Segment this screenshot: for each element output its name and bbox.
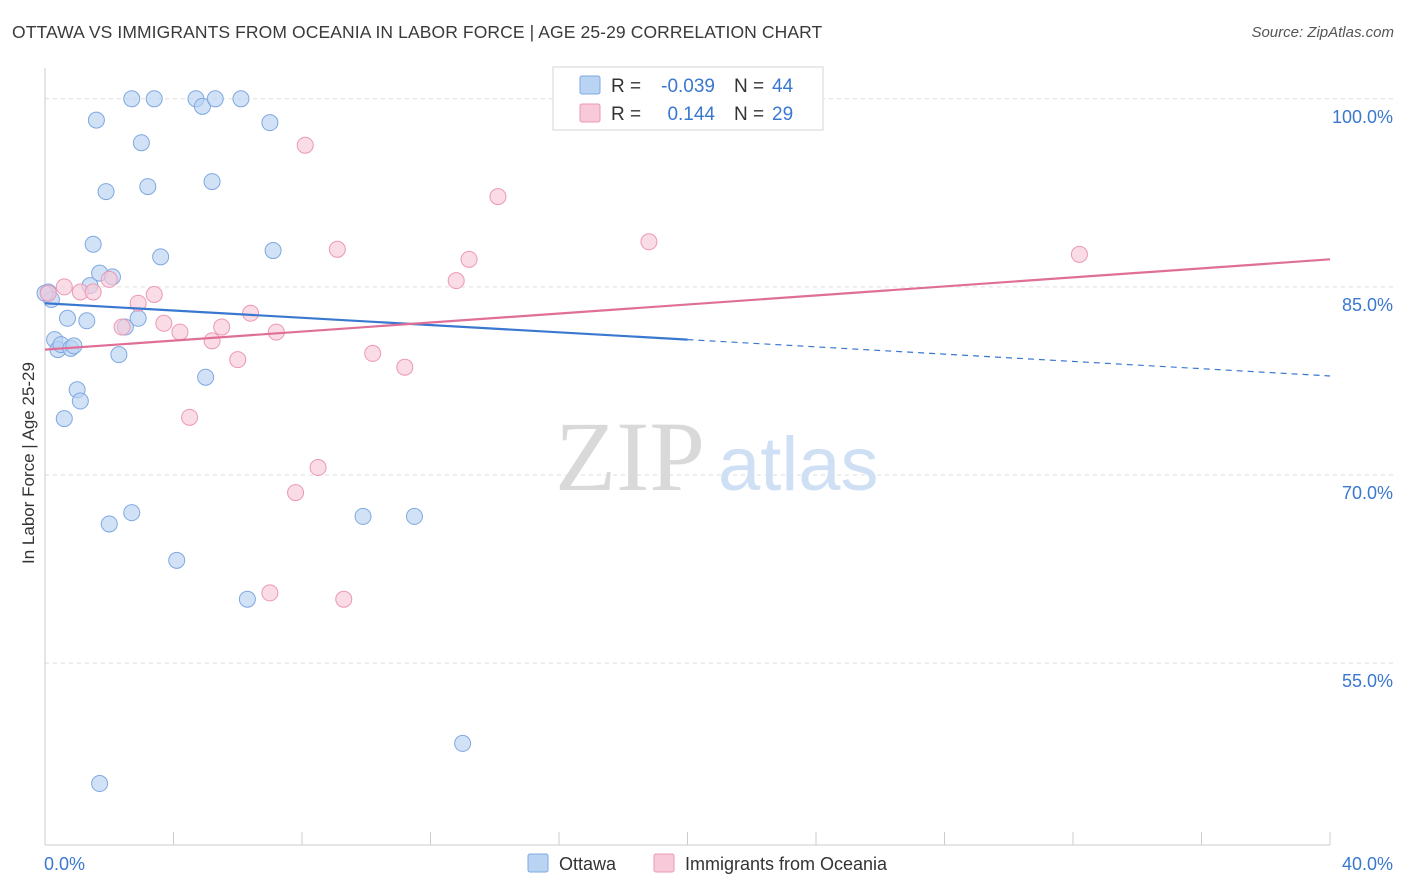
ottawa-point xyxy=(193,97,211,115)
oceania-point xyxy=(640,233,658,251)
oceania-point xyxy=(460,250,478,268)
oceania-point xyxy=(261,584,279,602)
ottawa-point xyxy=(97,183,115,201)
oceania-point xyxy=(100,270,118,288)
ottawa-point xyxy=(123,504,141,522)
ottawa-point xyxy=(168,551,186,569)
oceania-point xyxy=(1070,245,1088,263)
ottawa-point xyxy=(100,515,118,533)
ottawa-point xyxy=(91,775,109,793)
legend-r-value: -0.039 xyxy=(661,76,715,97)
ottawa-point xyxy=(87,111,105,129)
oceania-point xyxy=(203,332,221,350)
oceania-point xyxy=(309,459,327,477)
ottawa-trend-extension xyxy=(687,338,1331,377)
oceania-point xyxy=(335,590,353,608)
ottawa-point xyxy=(145,90,163,108)
oceania-point xyxy=(113,318,131,336)
ottawa-point xyxy=(139,178,157,196)
oceania-point xyxy=(229,351,247,369)
legend-r-value: 0.144 xyxy=(667,104,715,125)
ottawa-point xyxy=(203,173,221,191)
ottawa-point xyxy=(84,235,102,253)
y-tick-label: 85.0% xyxy=(1342,295,1393,315)
chart-title: OTTAWA VS IMMIGRANTS FROM OCEANIA IN LAB… xyxy=(12,22,823,42)
y-tick-label: 55.0% xyxy=(1342,671,1393,691)
y-tick-label: 70.0% xyxy=(1342,483,1393,503)
ottawa-bottom-legend-label: Ottawa xyxy=(559,854,617,874)
ottawa-point xyxy=(152,248,170,266)
ottawa-point xyxy=(132,134,150,152)
oceania-bottom-legend-label: Immigrants from Oceania xyxy=(685,854,888,874)
oceania-point xyxy=(171,323,189,341)
ottawa-point xyxy=(405,507,423,525)
ottawa-point xyxy=(123,90,141,108)
ottawa-point xyxy=(129,309,147,327)
oceania-point xyxy=(55,278,73,296)
ottawa-point xyxy=(232,90,250,108)
oceania-point xyxy=(396,358,414,376)
ottawa-bottom-legend-swatch xyxy=(527,853,549,873)
legend-r-label: R = xyxy=(611,104,641,125)
oceania-point xyxy=(242,304,260,322)
watermark-atlas: atlas xyxy=(718,422,879,507)
oceania-trend-line xyxy=(44,258,1331,351)
oceania-point xyxy=(447,272,465,290)
oceania-legend-swatch xyxy=(579,103,601,123)
ottawa-point xyxy=(261,114,279,132)
y-tick-label: 100.0% xyxy=(1332,107,1393,127)
legend-n-label: N = xyxy=(734,76,764,97)
x-tick-label-max: 40.0% xyxy=(1342,854,1393,874)
ottawa-point xyxy=(55,410,73,428)
legend-n-value: 29 xyxy=(772,104,793,125)
oceania-point xyxy=(84,283,102,301)
oceania-point xyxy=(364,344,382,362)
oceania-point xyxy=(181,408,199,426)
legend-r-label: R = xyxy=(611,76,641,97)
ottawa-point xyxy=(454,734,472,752)
legend-n-value: 44 xyxy=(772,76,794,97)
oceania-point xyxy=(489,188,507,206)
ottawa-point xyxy=(354,507,372,525)
ottawa-point xyxy=(58,309,76,327)
x-tick-label-min: 0.0% xyxy=(44,854,85,874)
oceania-point xyxy=(213,318,231,336)
oceania-point xyxy=(39,284,57,302)
oceania-bottom-legend-swatch xyxy=(653,853,675,873)
ottawa-point xyxy=(238,590,256,608)
ottawa-point xyxy=(110,346,128,364)
ottawa-point xyxy=(71,392,89,410)
ottawa-legend-swatch xyxy=(579,75,601,95)
oceania-point xyxy=(287,484,305,502)
ottawa-trend-line xyxy=(44,302,688,341)
ottawa-point xyxy=(65,337,83,355)
oceania-point xyxy=(296,136,314,154)
oceania-point xyxy=(328,240,346,258)
oceania-point xyxy=(155,314,173,332)
ottawa-point xyxy=(78,312,96,330)
chart-source: Source: ZipAtlas.com xyxy=(1251,24,1394,41)
watermark-zip: ZIP xyxy=(555,401,705,512)
y-axis-label: In Labor Force | Age 25-29 xyxy=(19,362,38,564)
ottawa-point xyxy=(264,242,282,260)
oceania-point xyxy=(145,285,163,303)
ottawa-point xyxy=(197,368,215,386)
legend-n-label: N = xyxy=(734,104,764,125)
ottawa-point xyxy=(206,90,224,108)
